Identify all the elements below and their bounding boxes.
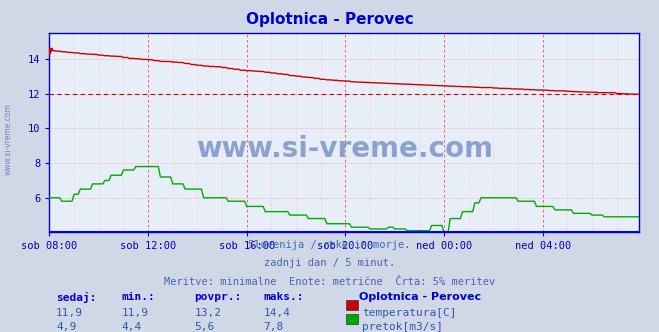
Text: www.si-vreme.com: www.si-vreme.com xyxy=(196,135,493,163)
Text: 13,2: 13,2 xyxy=(194,308,221,318)
Text: Slovenija / reke in morje.: Slovenija / reke in morje. xyxy=(248,240,411,250)
Text: sedaj:: sedaj: xyxy=(56,292,96,303)
Text: www.si-vreme.com: www.si-vreme.com xyxy=(4,104,13,175)
Text: 4,9: 4,9 xyxy=(56,322,76,332)
Text: zadnji dan / 5 minut.: zadnji dan / 5 minut. xyxy=(264,258,395,268)
Text: Oplotnica - Perovec: Oplotnica - Perovec xyxy=(246,12,413,27)
Text: min.:: min.: xyxy=(122,292,156,302)
Text: Oplotnica - Perovec: Oplotnica - Perovec xyxy=(359,292,481,302)
Text: 7,8: 7,8 xyxy=(264,322,284,332)
Text: 14,4: 14,4 xyxy=(264,308,291,318)
Text: 11,9: 11,9 xyxy=(122,308,149,318)
Text: temperatura[C]: temperatura[C] xyxy=(362,308,457,318)
Text: pretok[m3/s]: pretok[m3/s] xyxy=(362,322,444,332)
Text: 5,6: 5,6 xyxy=(194,322,215,332)
Text: maks.:: maks.: xyxy=(264,292,304,302)
Text: Meritve: minimalne  Enote: metrične  Črta: 5% meritev: Meritve: minimalne Enote: metrične Črta:… xyxy=(164,277,495,287)
Text: 11,9: 11,9 xyxy=(56,308,83,318)
Text: 4,4: 4,4 xyxy=(122,322,142,332)
Text: povpr.:: povpr.: xyxy=(194,292,242,302)
